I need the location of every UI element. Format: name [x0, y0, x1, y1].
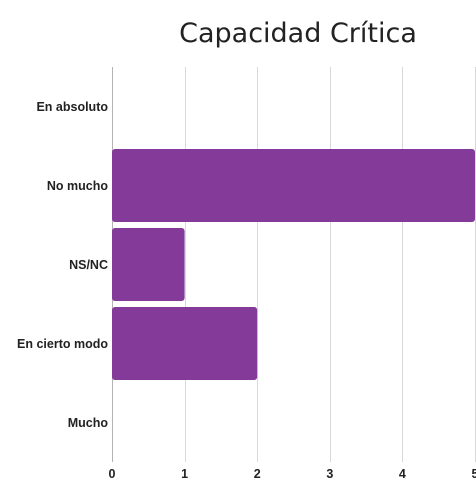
x-tick-label: 2: [254, 467, 261, 481]
x-tick-label: 5: [472, 467, 476, 481]
category-label: En cierto modo: [17, 337, 108, 351]
x-tick-label: 3: [326, 467, 333, 481]
chart-title: Capacidad Crítica: [179, 18, 417, 49]
bar: [112, 307, 258, 380]
category-label: Mucho: [68, 416, 109, 430]
bars: [112, 149, 475, 380]
x-tick-label: 1: [181, 467, 188, 481]
bar: [112, 149, 475, 222]
x-tick-label: 0: [109, 467, 116, 481]
category-labels: En absoluto No mucho NS/NC En cierto modo Mu…: [17, 100, 108, 430]
category-label: No mucho: [47, 179, 108, 193]
bar: [112, 228, 185, 301]
category-label: NS/NC: [69, 258, 108, 272]
x-tick-label: 4: [399, 467, 406, 481]
x-tick-labels: 0 1 2 3 4 5: [109, 467, 476, 481]
category-label: En absoluto: [36, 100, 108, 114]
